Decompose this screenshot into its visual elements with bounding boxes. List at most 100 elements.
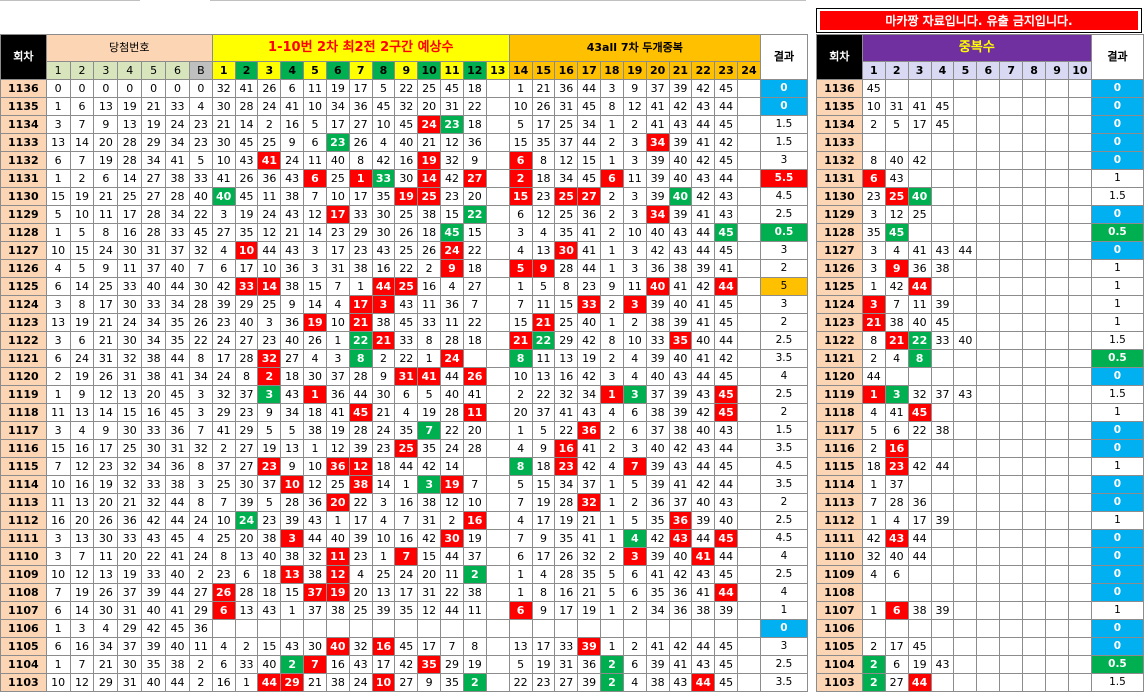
overlap-cell: 2 [600, 349, 624, 368]
overlap-cell: 34 [645, 205, 670, 224]
overlap-cell [737, 601, 761, 620]
prediction-cell: 3 [371, 295, 396, 314]
prediction-cell: 6 [211, 259, 236, 278]
winning-number: 33 [141, 565, 167, 584]
prediction-cell: 43 [257, 601, 282, 620]
prediction-cell: 41 [211, 421, 236, 440]
winning-number: 16 [69, 439, 95, 458]
duplicate-cell [999, 205, 1024, 224]
duplicate-cell [1067, 421, 1092, 440]
prediction-cell: 17 [348, 295, 373, 314]
prediction-cell: 19 [325, 583, 350, 602]
overlap-cell: 38 [668, 421, 693, 440]
winning-number: 35 [165, 331, 190, 350]
overlap-cell [737, 619, 761, 638]
winning-number: 8 [188, 493, 213, 512]
table-row: 1110 3 7 11 20 22 41 24 8 13 40 38 32 11 23 1 7 15 44 37 6 17… [0, 547, 809, 566]
winning-number: 37 [141, 259, 167, 278]
duplicate-cell: 36 [907, 493, 932, 512]
duplicate-cell: 4 [884, 241, 909, 260]
subheader-overlap-col: 20 [645, 61, 670, 80]
duplicate-cell [999, 529, 1024, 548]
duplicate-cell [976, 277, 1001, 296]
prediction-cell: 45 [440, 79, 464, 98]
overlap-cell: 44 [691, 241, 716, 260]
round-number: 1110 [0, 547, 47, 566]
overlap-cell: 1 [600, 493, 624, 512]
prediction-cell [485, 241, 510, 260]
prediction-cell: 26 [348, 133, 373, 152]
prediction-cell: 43 [280, 637, 305, 656]
table-row: 1104 1 7 21 30 35 38 2 6 33 40 2 7 16 43 17 42 35 29 19 5 19 3… [0, 655, 809, 674]
duplicate-cell: 23 [861, 187, 886, 206]
overlap-cell: 15 [577, 151, 602, 170]
round-number: 1104 [0, 655, 47, 674]
duplicate-cell [953, 133, 978, 152]
duplicate-cell [976, 223, 1001, 242]
duplicate-result-cell: 1 [1090, 169, 1145, 188]
duplicate-cell [1045, 367, 1069, 386]
overlap-cell: 5 [508, 475, 533, 494]
duplicate-cell [907, 475, 932, 494]
prediction-cell: 45 [394, 637, 419, 656]
header-prediction: 1-10번 2차 최2전 2구간 예상수 [211, 34, 510, 62]
result-cell: 2.5 [759, 655, 809, 674]
overlap-cell: 25 [554, 313, 579, 332]
duplicate-cell [999, 133, 1024, 152]
prediction-cell: 27 [211, 223, 236, 242]
prediction-cell: 9 [440, 259, 464, 278]
duplicate-cell: 17 [907, 115, 932, 134]
overlap-cell: 7 [508, 493, 533, 512]
overlap-cell: 39 [668, 385, 693, 404]
prediction-cell: 43 [280, 241, 305, 260]
winning-number: 33 [141, 295, 167, 314]
round-number: 1121 [816, 349, 863, 368]
overlap-cell: 39 [691, 259, 716, 278]
prediction-cell: 40 [440, 385, 464, 404]
prediction-cell: 19 [440, 475, 464, 494]
overlap-cell: 23 [554, 457, 579, 476]
overlap-cell: 39 [645, 349, 670, 368]
winning-number: 4 [45, 259, 71, 278]
prediction-cell: 8 [211, 547, 236, 566]
prediction-cell: 14 [417, 169, 442, 188]
duplicate-result-cell: 0 [1090, 151, 1145, 170]
duplicate-cell: 43 [884, 529, 909, 548]
winning-number: 36 [117, 511, 143, 530]
overlap-cell: 41 [691, 133, 716, 152]
winning-number: 45 [165, 529, 190, 548]
duplicate-cell: 38 [930, 421, 955, 440]
overlap-cell [668, 619, 693, 638]
duplicate-cell [1045, 619, 1069, 638]
prediction-cell: 1 [394, 475, 419, 494]
overlap-cell: 1 [600, 475, 624, 494]
duplicate-cell [907, 367, 932, 386]
overlap-cell: 42 [577, 367, 602, 386]
prediction-cell: 38 [280, 547, 305, 566]
winning-number: 13 [93, 565, 119, 584]
overlap-cell: 28 [554, 259, 579, 278]
prediction-cell: 26 [257, 79, 282, 98]
duplicate-cell [976, 331, 1001, 350]
table-row: 1134 3 7 9 13 19 24 23 21 14 2 16 5 17 27 10 45 24 23 18 5 17… [0, 115, 809, 134]
winning-number: 38 [165, 169, 190, 188]
winning-number: 29 [188, 601, 213, 620]
duplicate-cell [999, 331, 1024, 350]
prediction-cell: 11 [303, 151, 327, 170]
duplicate-cell [1022, 349, 1047, 368]
duplicate-cell: 43 [884, 169, 909, 188]
duplicate-cell: 17 [884, 637, 909, 656]
overlap-cell: 17 [531, 511, 556, 530]
result-cell: 3.5 [759, 475, 809, 494]
prediction-cell: 38 [371, 313, 396, 332]
duplicate-cell: 45 [907, 403, 932, 422]
duplicate-cell [1022, 205, 1047, 224]
duplicate-cell [930, 223, 955, 242]
overlap-cell: 6 [508, 547, 533, 566]
table-row: 1117 5 6 22 38 0 [816, 421, 1145, 440]
duplicate-cell: 3 [884, 385, 909, 404]
prediction-cell: 30 [394, 169, 419, 188]
duplicate-cell: 4 [861, 403, 886, 422]
winning-number: 6 [69, 331, 95, 350]
winning-number: 11 [93, 547, 119, 566]
